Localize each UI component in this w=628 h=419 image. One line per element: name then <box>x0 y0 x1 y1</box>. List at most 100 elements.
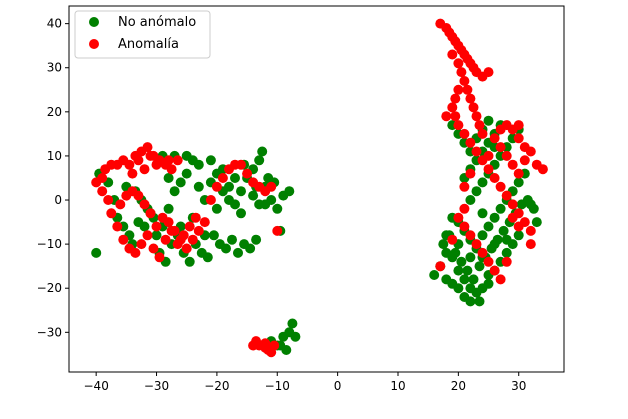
point-anomalia-128 <box>495 124 506 135</box>
point-no-anomalo-128 <box>453 265 464 276</box>
point-no-anomalo-113 <box>531 217 542 228</box>
point-no-anomalo-97 <box>438 239 449 250</box>
point-no-anomalo-9 <box>139 221 150 232</box>
point-anomalia-130 <box>459 221 470 232</box>
point-no-anomalo-60 <box>248 190 259 201</box>
point-anomalia-6 <box>124 159 135 170</box>
point-no-anomalo-72 <box>205 155 216 166</box>
point-no-anomalo-143 <box>477 177 488 188</box>
point-no-anomalo-20 <box>202 252 213 263</box>
legend-marker-no-anomalo <box>89 17 99 27</box>
point-anomalia-126 <box>483 150 494 161</box>
point-no-anomalo-100 <box>456 256 467 267</box>
point-anomalia-134 <box>483 256 494 267</box>
point-anomalia-132 <box>471 239 482 250</box>
point-anomalia-135 <box>489 265 500 276</box>
point-anomalia-131 <box>465 230 476 241</box>
point-anomalia-124 <box>513 133 524 144</box>
point-anomalia-98 <box>450 93 461 104</box>
point-no-anomalo-27 <box>245 243 256 254</box>
point-anomalia-141 <box>501 256 512 267</box>
point-no-anomalo-83 <box>290 331 301 342</box>
point-anomalia-144 <box>507 212 518 223</box>
point-anomalia-106 <box>483 164 494 175</box>
point-no-anomalo-165 <box>477 208 488 219</box>
legend: No anómalo Anomalía <box>74 10 211 59</box>
point-anomalia-116 <box>507 159 518 170</box>
point-anomalia-93 <box>468 102 479 113</box>
point-no-anomalo-0 <box>91 247 102 258</box>
point-anomalia-96 <box>477 128 488 139</box>
point-anomalia-117 <box>513 168 524 179</box>
point-no-anomalo-132 <box>477 230 488 241</box>
point-anomalia-9 <box>142 142 153 153</box>
point-no-anomalo-102 <box>468 274 479 285</box>
point-anomalia-143 <box>513 221 524 232</box>
point-no-anomalo-87 <box>429 270 440 280</box>
point-no-anomalo-107 <box>498 225 509 236</box>
point-anomalia-1 <box>97 173 108 183</box>
point-anomalia-19 <box>118 234 129 245</box>
point-anomalia-30 <box>184 221 195 232</box>
point-no-anomalo-46 <box>230 199 240 210</box>
x-tick-label: −40 <box>84 379 109 393</box>
point-anomalia-99 <box>447 102 458 113</box>
point-anomalia-90 <box>459 76 470 86</box>
point-no-anomalo-101 <box>462 265 473 276</box>
point-no-anomalo-141 <box>465 195 476 205</box>
y-axis: −30 −20 −10 0 10 20 30 40 <box>37 17 69 339</box>
x-tick-label: 30 <box>511 379 526 393</box>
point-anomalia-57 <box>266 181 277 192</box>
point-no-anomalo-67 <box>163 173 174 183</box>
point-anomalia-37 <box>145 208 156 219</box>
point-no-anomalo-103 <box>474 261 485 272</box>
legend-label-anomalia: Anomalía <box>118 37 179 52</box>
point-anomalia-133 <box>477 247 488 258</box>
point-anomalia-58 <box>272 225 283 236</box>
point-anomalia-91 <box>462 84 473 95</box>
point-no-anomalo-38 <box>181 168 192 179</box>
point-anomalia-26 <box>160 234 171 245</box>
point-anomalia-142 <box>525 239 536 250</box>
legend-label-no-anomalo: No anómalo <box>118 15 196 30</box>
point-no-anomalo-50 <box>254 155 265 166</box>
y-tick-label: 10 <box>47 149 62 163</box>
point-anomalia-63 <box>133 155 144 166</box>
point-no-anomalo-47 <box>236 186 246 197</box>
point-no-anomalo-82 <box>287 318 298 329</box>
point-no-anomalo-61 <box>236 208 246 219</box>
point-no-anomalo-96 <box>483 278 494 289</box>
point-no-anomalo-163 <box>483 115 494 126</box>
point-anomalia-104 <box>471 146 482 157</box>
point-anomalia-40 <box>163 217 174 228</box>
plot-background <box>69 6 564 372</box>
point-no-anomalo-134 <box>489 212 500 223</box>
point-anomalia-138 <box>453 212 464 223</box>
point-no-anomalo-71 <box>193 159 204 170</box>
point-anomalia-101 <box>453 120 464 131</box>
point-anomalia-41 <box>169 225 180 236</box>
point-no-anomalo-35 <box>163 203 174 214</box>
point-anomalia-53 <box>242 168 253 179</box>
point-no-anomalo-56 <box>284 186 295 197</box>
x-tick-label: 20 <box>451 379 466 393</box>
y-tick-label: −20 <box>37 281 62 295</box>
point-anomalia-100 <box>450 111 461 122</box>
point-anomalia-94 <box>471 111 482 122</box>
point-anomalia-127 <box>489 133 500 144</box>
point-no-anomalo-133 <box>483 221 494 232</box>
point-no-anomalo-21 <box>208 230 219 241</box>
point-anomalia-15 <box>97 186 108 197</box>
point-anomalia-147 <box>465 168 476 179</box>
point-anomalia-17 <box>106 208 117 219</box>
point-no-anomalo-51 <box>257 146 268 157</box>
point-anomalia-87 <box>447 49 458 60</box>
point-no-anomalo-40 <box>193 181 204 192</box>
point-anomalia-44 <box>187 234 198 245</box>
point-anomalia-16 <box>103 195 114 205</box>
point-anomalia-48 <box>211 181 222 192</box>
point-no-anomalo-129 <box>459 274 470 285</box>
point-anomalia-125 <box>519 142 530 153</box>
x-tick-label: 0 <box>334 379 342 393</box>
point-anomalia-121 <box>537 164 548 175</box>
